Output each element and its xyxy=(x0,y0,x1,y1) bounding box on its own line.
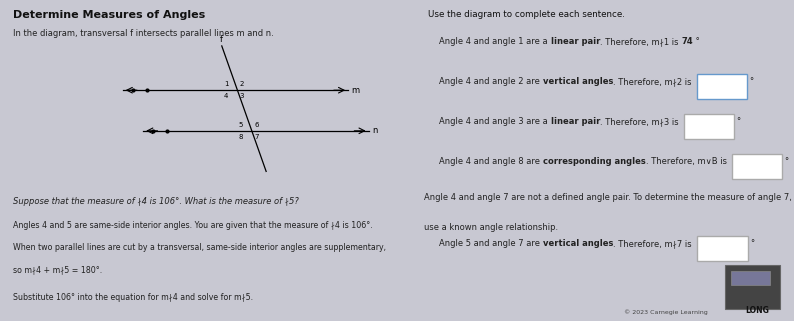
Text: Angle 4 and angle 7 are not a defined angle pair. To determine the measure of an: Angle 4 and angle 7 are not a defined an… xyxy=(424,193,794,202)
Text: vertical angles: vertical angles xyxy=(543,77,613,86)
Text: 1: 1 xyxy=(224,81,229,87)
Text: . Therefore, m∤3 is: . Therefore, m∤3 is xyxy=(600,117,681,126)
Text: Angle 4 and angle 2 are: Angle 4 and angle 2 are xyxy=(440,77,543,86)
Text: Angle 4 and angle 8 are: Angle 4 and angle 8 are xyxy=(440,157,543,166)
FancyBboxPatch shape xyxy=(731,271,770,285)
Text: 7: 7 xyxy=(254,134,259,140)
Text: . Therefore, m∨B is: . Therefore, m∨B is xyxy=(646,157,730,166)
Text: linear pair: linear pair xyxy=(551,117,600,126)
Text: °: ° xyxy=(750,77,754,86)
FancyBboxPatch shape xyxy=(697,236,747,261)
Text: °: ° xyxy=(693,37,700,46)
Text: Suppose that the measure of ∤4 is 106°. What is the measure of ∤5?: Suppose that the measure of ∤4 is 106°. … xyxy=(13,197,299,206)
Text: LONG: LONG xyxy=(745,306,769,315)
Text: Angle 4 and angle 3 are a: Angle 4 and angle 3 are a xyxy=(440,117,551,126)
Text: vertical angles: vertical angles xyxy=(543,239,614,248)
Text: In the diagram, transversal f intersects parallel lines m and n.: In the diagram, transversal f intersects… xyxy=(13,29,273,38)
Text: 4: 4 xyxy=(224,93,229,99)
Text: Angle 5 and angle 7 are: Angle 5 and angle 7 are xyxy=(440,239,543,248)
Text: use a known angle relationship.: use a known angle relationship. xyxy=(424,223,558,232)
Text: 3: 3 xyxy=(240,93,245,99)
Text: °: ° xyxy=(750,239,754,248)
Text: . Therefore, m∤7 is: . Therefore, m∤7 is xyxy=(614,239,695,248)
Text: Use the diagram to complete each sentence.: Use the diagram to complete each sentenc… xyxy=(428,10,625,19)
Text: 8: 8 xyxy=(238,134,243,140)
Text: f: f xyxy=(220,35,223,44)
FancyBboxPatch shape xyxy=(732,154,782,179)
Text: Substitute 106° into the equation for m∤4 and solve for m∤5.: Substitute 106° into the equation for m∤… xyxy=(13,293,252,302)
Text: Angle 4 and angle 1 are a: Angle 4 and angle 1 are a xyxy=(440,37,551,46)
Text: corresponding angles: corresponding angles xyxy=(543,157,646,166)
Text: 2: 2 xyxy=(240,81,244,87)
Text: . Therefore, m∤1 is: . Therefore, m∤1 is xyxy=(600,37,681,46)
Text: 6: 6 xyxy=(254,122,259,128)
Text: 74: 74 xyxy=(681,37,693,46)
Text: Determine Measures of Angles: Determine Measures of Angles xyxy=(13,10,205,20)
Text: 5: 5 xyxy=(238,122,243,128)
Text: linear pair: linear pair xyxy=(551,37,600,46)
Text: Angles 4 and 5 are same-side interior angles. You are given that the measure of : Angles 4 and 5 are same-side interior an… xyxy=(13,221,372,230)
FancyBboxPatch shape xyxy=(684,114,734,139)
Text: © 2023 Carnegie Learning: © 2023 Carnegie Learning xyxy=(624,309,708,315)
Text: n: n xyxy=(372,126,377,135)
FancyBboxPatch shape xyxy=(697,74,747,99)
FancyBboxPatch shape xyxy=(725,265,780,309)
Text: so m∤4 + m∤5 = 180°.: so m∤4 + m∤5 = 180°. xyxy=(13,265,102,274)
Text: . Therefore, m∤2 is: . Therefore, m∤2 is xyxy=(613,77,695,86)
Text: m: m xyxy=(352,86,360,95)
Text: When two parallel lines are cut by a transversal, same-side interior angles are : When two parallel lines are cut by a tra… xyxy=(13,243,386,252)
Text: °: ° xyxy=(784,157,788,166)
Text: °: ° xyxy=(737,117,741,126)
